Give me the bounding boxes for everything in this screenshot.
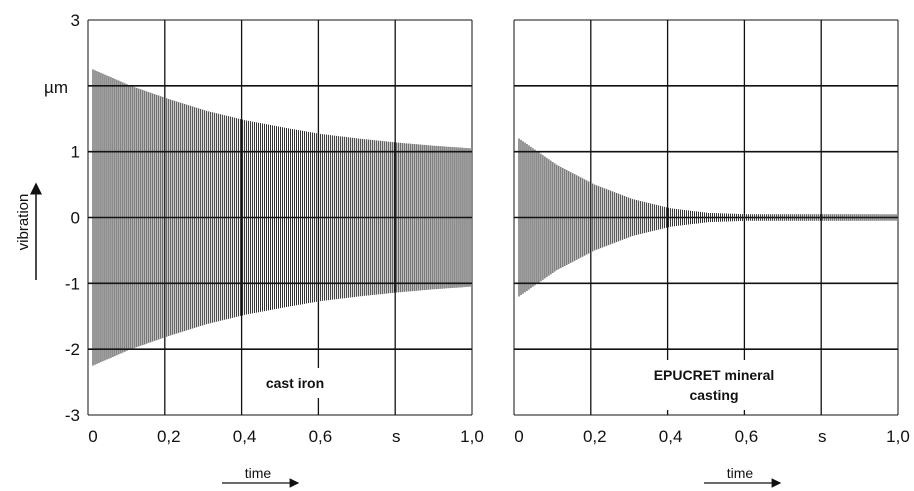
x-tick-label: 0,2 — [583, 427, 607, 446]
cast-iron-panel: 0 0,2 0,4 0,6 s 1,0 cast iron time — [87, 19, 484, 488]
mineral-casting-annotation-line-2: casting — [689, 387, 738, 403]
x-tick-label: 0,6 — [309, 427, 333, 446]
cast-iron-x-tick-labels: 0 0,2 0,4 0,6 s 1,0 — [88, 427, 484, 446]
mineral-casting-annotation-line-1: EPUCRET mineral — [654, 367, 775, 383]
y-tick-label: 0 — [71, 209, 80, 228]
x-tick-label: 1,0 — [886, 427, 910, 446]
y-tick-label: -3 — [65, 406, 80, 425]
cast-iron-vibration-trace — [92, 69, 473, 366]
x-tick-label: 0 — [88, 427, 97, 446]
mineral-casting-annotation-box — [615, 360, 815, 410]
x-tick-label: 0 — [514, 427, 523, 446]
mineral-casting-x-axis-title: time — [727, 465, 754, 481]
mineral-casting-panel: 0 0,2 0,4 0,6 s 1,0 EPUCRET mineral casting t… — [513, 19, 910, 488]
x-tick-label: 0,6 — [735, 427, 759, 446]
mineral-casting-vibration-trace — [518, 138, 899, 297]
x-tick-label: 0,2 — [157, 427, 181, 446]
cast-iron-x-axis-title: time — [245, 465, 272, 481]
y-tick-label: -2 — [65, 340, 80, 359]
x-tick-label: s — [818, 427, 827, 446]
mineral-casting-x-tick-labels: 0 0,2 0,4 0,6 s 1,0 — [514, 427, 910, 446]
y-unit-label: µm — [44, 78, 68, 97]
x-tick-label: 1,0 — [460, 427, 484, 446]
y-axis-title: vibration — [15, 194, 32, 251]
y-tick-labels: 3 1 0 -1 -2 -3 — [65, 11, 80, 425]
cast-iron-annotation-box — [245, 368, 345, 398]
x-tick-label: 0,4 — [233, 427, 257, 446]
mineral-casting-grid — [513, 19, 899, 416]
y-tick-label: 1 — [71, 143, 80, 162]
y-tick-label: -1 — [65, 274, 80, 293]
x-tick-label: 0,4 — [659, 427, 683, 446]
x-tick-label: s — [392, 427, 401, 446]
y-tick-label: 3 — [71, 11, 80, 30]
cast-iron-annotation: cast iron — [266, 375, 324, 391]
